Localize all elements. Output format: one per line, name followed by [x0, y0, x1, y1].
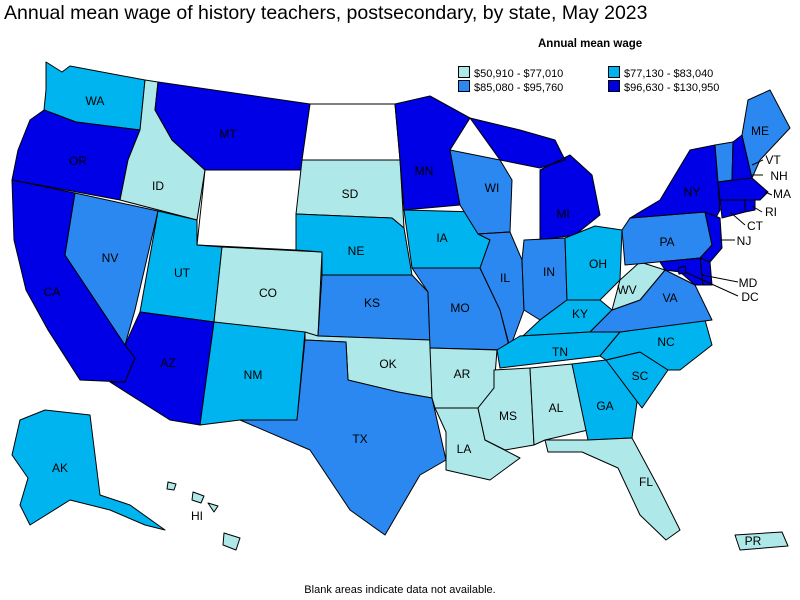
- state-label-al: AL: [549, 401, 564, 415]
- state-label-md: MD: [739, 276, 758, 290]
- state-tx[interactable]: [239, 339, 447, 536]
- state-label-mn: MN: [415, 164, 434, 178]
- state-label-nm: NM: [244, 368, 263, 382]
- state-label-ak: AK: [52, 461, 68, 475]
- state-nv[interactable]: [64, 192, 159, 346]
- legend-item-tier1: $50,910 - $77,010: [458, 66, 563, 80]
- state-pr[interactable]: [734, 531, 789, 551]
- state-label-la: LA: [457, 442, 472, 456]
- state-label-ne: NE: [348, 244, 365, 258]
- state-vt[interactable]: [714, 141, 734, 183]
- state-label-pr: PR: [745, 534, 762, 548]
- state-label-sd: SD: [342, 187, 359, 201]
- state-label-wv: WV: [617, 283, 636, 297]
- state-label-tx: TX: [352, 432, 367, 446]
- state-label-nc: NC: [657, 335, 675, 349]
- state-label-ks: KS: [364, 296, 380, 310]
- state-label-ut: UT: [174, 266, 191, 280]
- state-wv[interactable]: [611, 261, 666, 311]
- state-label-ma: MA: [773, 187, 791, 201]
- legend-label: $50,910 - $77,010: [474, 68, 564, 80]
- state-label-ny: NY: [684, 185, 701, 199]
- state-label-nj: NJ: [737, 234, 752, 248]
- state-wy[interactable]: [196, 169, 303, 251]
- state-label-in: IN: [543, 265, 555, 279]
- state-label-ky: KY: [572, 307, 588, 321]
- state-label-oh: OH: [589, 257, 607, 271]
- legend-label: $85,080 - $95,760: [474, 82, 564, 94]
- legend-label: $77,130 - $83,040: [624, 68, 714, 80]
- state-label-ar: AR: [454, 367, 471, 381]
- state-nd[interactable]: [301, 103, 401, 161]
- state-label-wi: WI: [485, 181, 500, 195]
- state-al[interactable]: [529, 363, 589, 446]
- legend-swatch: [608, 66, 620, 78]
- map-title: Annual mean wage of history teachers, po…: [4, 2, 648, 24]
- state-label-tn: TN: [552, 345, 568, 359]
- state-label-nv: NV: [102, 251, 119, 265]
- state-label-il: IL: [500, 271, 510, 285]
- state-label-ok: OK: [379, 357, 396, 371]
- state-label-ca: CA: [44, 285, 61, 299]
- legend-item-tier4: $96,630 - $130,950: [608, 80, 719, 94]
- state-label-hi: HI: [191, 509, 203, 523]
- state-label-ct: CT: [747, 219, 764, 233]
- state-ct[interactable]: [719, 199, 746, 219]
- legend-item-tier2: $77,130 - $83,040: [608, 66, 713, 80]
- state-ri[interactable]: [744, 199, 756, 213]
- footnote: Blank areas indicate data not available.: [304, 584, 496, 596]
- state-label-mt: MT: [219, 127, 237, 141]
- state-label-pa: PA: [659, 235, 674, 249]
- state-label-ms: MS: [499, 409, 517, 423]
- state-label-id: ID: [152, 179, 164, 193]
- state-dc[interactable]: [677, 265, 687, 275]
- state-label-or: OR: [69, 154, 87, 168]
- legend-item-tier3: $85,080 - $95,760: [458, 80, 563, 94]
- state-label-fl: FL: [639, 475, 653, 489]
- state-ma[interactable]: [717, 177, 769, 201]
- legend-swatch: [458, 80, 470, 92]
- state-label-me: ME: [751, 124, 769, 138]
- state-label-vt: VT: [765, 153, 781, 167]
- state-label-az: AZ: [160, 356, 175, 370]
- state-label-nh: NH: [770, 169, 787, 183]
- state-hi[interactable]: [166, 481, 241, 551]
- legend-label: $96,630 - $130,950: [624, 82, 720, 94]
- state-label-va: VA: [662, 291, 677, 305]
- state-fl[interactable]: [544, 437, 681, 541]
- state-label-co: CO: [259, 286, 277, 300]
- legend-title: Annual mean wage: [538, 38, 643, 50]
- state-label-ga: GA: [596, 399, 613, 413]
- state-label-ri: RI: [765, 205, 777, 219]
- state-label-wa: WA: [86, 94, 105, 108]
- state-label-mo: MO: [450, 301, 469, 315]
- legend-swatch: [458, 66, 470, 78]
- state-label-dc: DC: [741, 290, 759, 304]
- state-label-ia: IA: [436, 231, 447, 245]
- state-ak[interactable]: [11, 409, 166, 531]
- state-label-mi: MI: [556, 207, 569, 221]
- state-label-sc: SC: [632, 369, 649, 383]
- legend-swatch: [608, 80, 620, 92]
